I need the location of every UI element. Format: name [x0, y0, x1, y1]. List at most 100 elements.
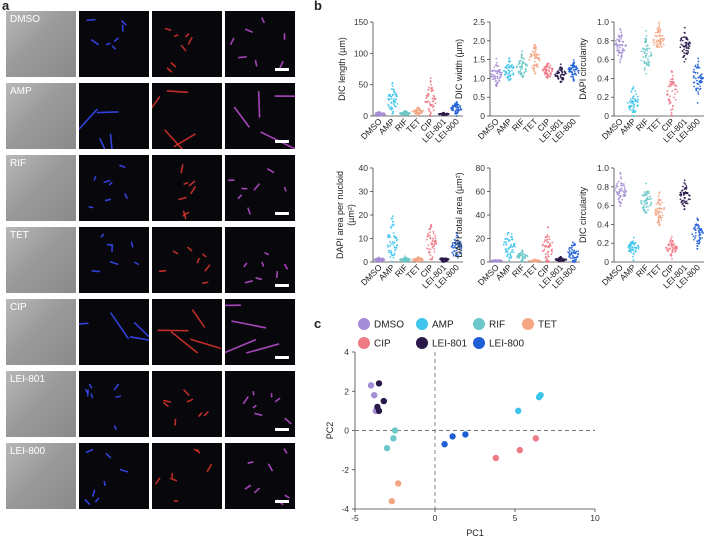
point-lei-801: [442, 111, 445, 114]
point-lei-801: [685, 42, 688, 44]
point-lei-800: [696, 72, 699, 74]
point-lei-801: [685, 185, 688, 187]
legend-marker-dmso: [358, 318, 370, 330]
point-cip: [429, 258, 432, 261]
point-amp: [631, 246, 634, 249]
point-amp: [632, 249, 635, 252]
point-cip: [542, 243, 544, 246]
point-cip: [426, 247, 428, 250]
point-cip: [429, 103, 432, 106]
point-cip: [432, 239, 434, 241]
point-amp: [632, 236, 635, 239]
point-dmso: [494, 80, 497, 83]
point-lei-800: [456, 112, 458, 115]
point-rif: [645, 198, 648, 201]
point-amp: [504, 73, 507, 76]
point-tet: [419, 258, 422, 261]
point-lei-800: [698, 236, 701, 239]
point-lei-801: [687, 43, 690, 46]
bacterium-signal: [119, 468, 129, 473]
point-lei-801: [679, 46, 682, 49]
point-dmso: [620, 56, 623, 59]
y-tick-label: 100: [354, 48, 368, 58]
point-lei-800: [568, 254, 571, 257]
bacterium-signal: [252, 404, 257, 409]
point-lei-800: [454, 246, 456, 249]
point-cip: [546, 259, 549, 262]
bacterium-signal: [172, 250, 179, 255]
point-dmso: [620, 53, 623, 55]
point-lei-801: [680, 43, 683, 46]
point-lei-801: [681, 36, 683, 39]
y-tick-label: 0: [604, 257, 609, 267]
point-rif: [521, 251, 524, 253]
point-lei-800: [694, 223, 697, 226]
micrograph-dmso-ch1: DMSO: [6, 11, 76, 77]
point-cip: [547, 261, 550, 263]
point-amp: [393, 235, 395, 237]
point-lei-800: [571, 248, 573, 251]
bacterium-signal: [162, 399, 172, 403]
cell-signal: [86, 18, 127, 50]
bacterium-signal: [190, 338, 222, 350]
pca-point-amp: [515, 407, 522, 415]
point-amp: [511, 66, 514, 69]
bacterium-signal: [113, 383, 120, 391]
point-lei-800: [457, 244, 460, 246]
point-rif: [403, 113, 406, 116]
point-cip: [669, 100, 672, 103]
point-lei-800: [457, 246, 460, 248]
micrograph-rif-ch2: [79, 155, 149, 221]
bacterium-signal: [103, 480, 106, 486]
point-lei-800: [696, 82, 699, 85]
y-tick-label: 20: [476, 234, 486, 244]
point-amp: [508, 238, 511, 241]
legend-label-amp: AMP: [432, 320, 454, 331]
point-tet: [657, 217, 660, 220]
point-tet: [658, 198, 661, 201]
point-cip: [428, 101, 431, 104]
point-tet: [656, 221, 659, 224]
point-dmso: [614, 189, 616, 192]
point-cip: [544, 69, 547, 71]
bacterium-signal: [243, 262, 248, 268]
bacterium-signal: [284, 494, 290, 499]
point-tet: [415, 112, 418, 114]
pca-point-dmso: [371, 391, 378, 399]
bacterium-signal: [247, 207, 251, 215]
point-dmso: [496, 75, 499, 78]
point-dmso: [491, 69, 494, 72]
point-lei-801: [683, 182, 686, 184]
point-lei-800: [451, 242, 454, 244]
pca-y-tick-label: -4: [341, 504, 349, 514]
point-amp: [508, 66, 511, 69]
pca-x-tick-label: 5: [513, 513, 518, 523]
point-cip: [426, 95, 429, 98]
point-rif: [521, 53, 523, 56]
point-dmso: [620, 182, 622, 185]
y-tick-label: 40: [476, 210, 486, 220]
point-amp: [391, 85, 394, 88]
point-lei-800: [459, 107, 462, 110]
point-rif: [522, 57, 525, 60]
micrograph-amp-ch3: [137, 83, 222, 162]
point-amp: [390, 88, 393, 91]
point-cip: [432, 237, 434, 240]
point-lei-800: [456, 109, 459, 112]
bacterium-signal: [284, 417, 292, 425]
point-dmso: [497, 70, 500, 73]
point-dmso: [493, 66, 496, 68]
point-cip: [669, 84, 672, 87]
point-dmso: [617, 35, 620, 38]
point-cip: [672, 240, 674, 243]
point-rif: [517, 71, 520, 74]
cell-signal: [88, 164, 128, 209]
micrograph-lei-800-ch3: [152, 443, 222, 509]
point-amp: [502, 70, 505, 72]
point-dmso: [621, 184, 624, 187]
point-cip: [431, 97, 434, 100]
point-lei-801: [555, 75, 558, 77]
point-dmso: [617, 180, 620, 183]
point-dmso: [497, 65, 500, 68]
